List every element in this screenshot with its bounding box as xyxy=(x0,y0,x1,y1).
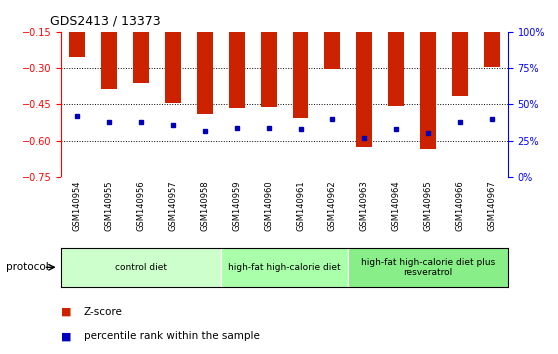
Text: GSM140964: GSM140964 xyxy=(392,181,401,231)
Text: GSM140967: GSM140967 xyxy=(487,181,496,231)
Text: high-fat high-calorie diet: high-fat high-calorie diet xyxy=(228,263,341,272)
Text: GSM140959: GSM140959 xyxy=(232,181,241,231)
Text: GSM140961: GSM140961 xyxy=(296,181,305,231)
Text: GSM140963: GSM140963 xyxy=(360,181,369,231)
Bar xyxy=(133,32,149,82)
Text: GSM140957: GSM140957 xyxy=(169,181,177,231)
Bar xyxy=(221,248,348,287)
Bar xyxy=(69,32,85,57)
Bar xyxy=(452,32,468,96)
Text: percentile rank within the sample: percentile rank within the sample xyxy=(84,331,259,341)
Text: GSM140966: GSM140966 xyxy=(455,181,464,231)
Text: GSM140962: GSM140962 xyxy=(328,181,337,231)
Text: GSM140954: GSM140954 xyxy=(73,181,82,231)
Bar xyxy=(388,32,404,105)
Bar xyxy=(261,32,277,107)
Text: GSM140965: GSM140965 xyxy=(424,181,432,231)
Text: ■: ■ xyxy=(61,331,72,341)
Bar xyxy=(101,32,117,89)
Text: GSM140960: GSM140960 xyxy=(264,181,273,231)
Text: GDS2413 / 13373: GDS2413 / 13373 xyxy=(50,14,161,27)
Bar xyxy=(229,32,245,108)
Bar xyxy=(61,248,221,287)
Bar xyxy=(484,32,500,67)
Bar xyxy=(197,32,213,114)
Text: GSM140958: GSM140958 xyxy=(200,181,209,231)
Text: protocol: protocol xyxy=(6,262,49,272)
Bar xyxy=(165,32,181,103)
Bar xyxy=(324,32,340,69)
Bar xyxy=(348,248,508,287)
Bar xyxy=(420,32,436,149)
Text: GSM140956: GSM140956 xyxy=(137,181,146,231)
Text: control diet: control diet xyxy=(115,263,167,272)
Bar xyxy=(292,32,309,118)
Bar xyxy=(357,32,372,147)
Text: GSM140955: GSM140955 xyxy=(105,181,114,231)
Text: high-fat high-calorie diet plus
resveratrol: high-fat high-calorie diet plus resverat… xyxy=(361,258,495,277)
Text: ■: ■ xyxy=(61,307,72,316)
Text: Z-score: Z-score xyxy=(84,307,123,316)
